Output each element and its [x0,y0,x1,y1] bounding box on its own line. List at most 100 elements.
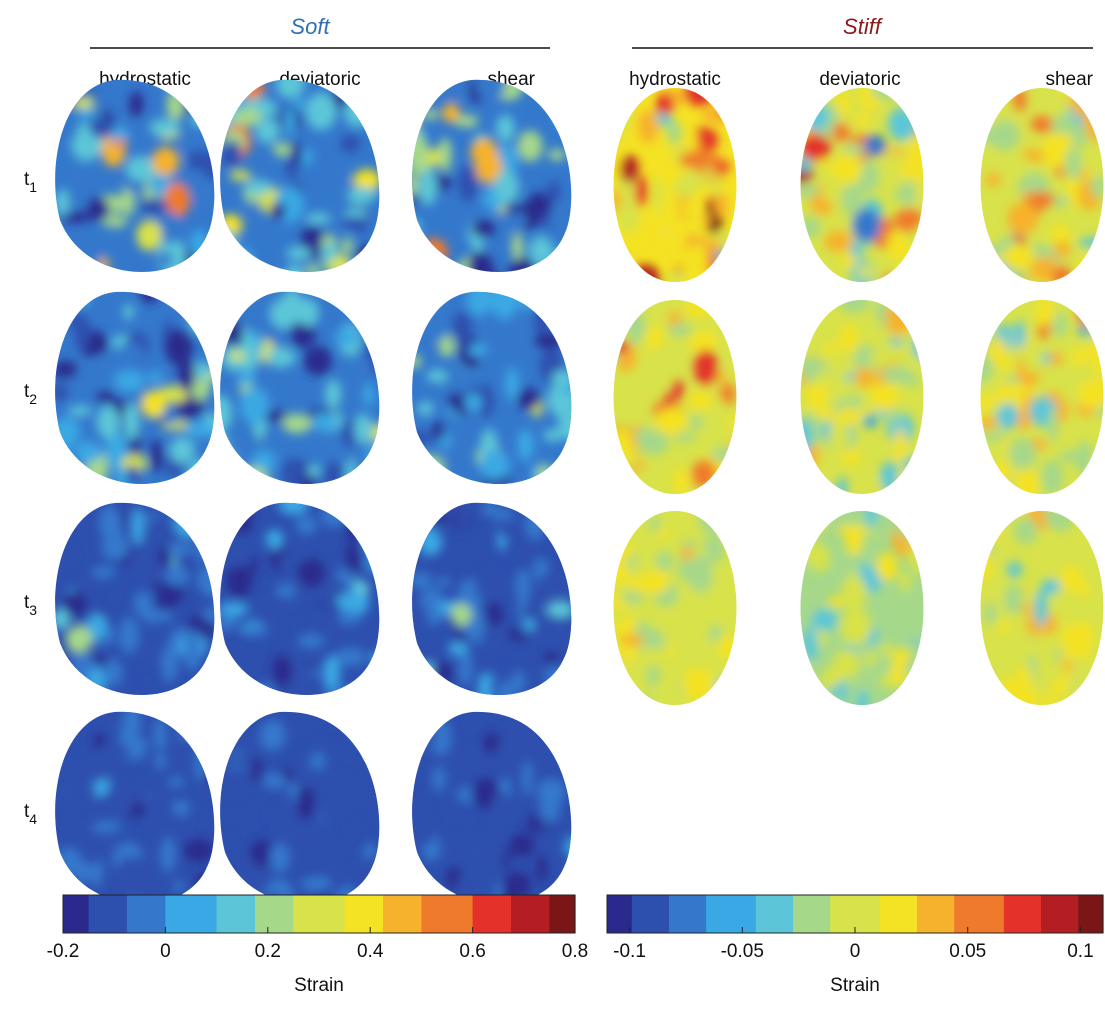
map-blob [800,134,831,161]
map-blob [526,291,558,305]
map-blob [126,464,140,485]
map-blob [505,367,519,401]
colorbar-segment [941,895,955,933]
map-blob [800,183,819,198]
map-blob [613,452,627,486]
map-blob [233,107,262,127]
map-blob [360,684,371,696]
colorbar-segment [693,895,707,933]
colorbar-label: Strain [294,975,344,996]
map-blob [1065,145,1082,181]
map-blob [1013,517,1038,545]
tick-label: -0.2 [47,941,80,962]
map-blob [324,804,344,816]
map-blob [613,97,636,130]
map-blob [881,366,913,385]
map-blob [65,625,93,654]
map-blob [672,609,689,621]
map-blob [613,458,625,480]
column-header: deviatoric [819,69,900,90]
map-blob [307,464,321,477]
map-blob [55,360,78,380]
colorbar-segment [669,895,682,933]
map-blob [619,306,633,326]
map-blob [474,263,498,273]
map-blob [628,480,641,494]
map-blob [645,325,665,349]
map-blob [517,130,543,162]
map-blob [417,512,449,524]
map-blob [135,631,158,665]
map-blob [133,591,153,616]
map-blob [477,673,493,696]
map-blob [625,311,647,340]
map-blob [362,711,380,728]
map-blob [841,182,864,216]
map-blob [514,724,547,736]
map-blob [55,79,79,89]
map-blob [220,711,239,731]
map-blob [290,320,316,348]
map-blob [327,433,340,464]
map-blob [814,683,826,699]
map-blob [153,609,173,622]
map-blob [338,610,362,625]
map-blob [224,755,255,767]
map-blob [286,246,312,261]
map-blob [189,113,215,127]
map-blob [694,349,719,387]
map-blob [1036,300,1050,328]
map-blob [841,575,867,612]
map-blob [99,257,110,272]
colorbar-segment [904,895,918,933]
map-blob [510,307,534,336]
map-blob [1040,352,1051,365]
colorbar-segment [731,895,744,933]
colorbar-segment [929,895,943,933]
column-header: shear [1045,69,1093,90]
map-blob [158,251,173,268]
map-blob [1070,347,1088,367]
colorbar-segment [242,895,256,933]
tick-label: -0.05 [721,941,764,962]
map-blob [57,775,82,812]
map-blob [1049,351,1063,366]
map-blob [907,135,918,163]
map-blob [1008,437,1037,470]
map-blob [849,393,861,412]
map-blob [327,559,339,587]
map-blob [354,245,380,263]
map-blob [870,375,899,412]
map-blob [664,273,689,282]
map-blob [184,637,202,671]
colorbar-segment [63,895,77,933]
map-blob [55,690,81,696]
map-blob [412,316,419,335]
map-texture [980,88,1104,282]
map-blob [165,329,193,366]
map-blob [240,387,270,424]
map-blob [447,426,464,456]
row-label: t1 [24,169,37,195]
map-blob [1006,561,1023,578]
map-blob [87,197,110,222]
map-blob [365,447,378,462]
map-blob [296,782,315,820]
map-blob [657,524,669,539]
map-blob [323,461,344,485]
map-blob [1077,253,1104,282]
map-texture [412,711,572,905]
map-blob [912,88,924,95]
map-blob [988,337,1007,365]
map-blob [233,79,265,100]
map-blob [637,109,659,144]
map-blob [412,602,429,629]
colorbar-segment [395,895,410,933]
map-blob [426,369,448,383]
map-blob [103,658,123,686]
map-blob [1048,554,1069,566]
strain-map [220,79,380,273]
map-blob [203,711,215,730]
map-blob [235,466,261,485]
